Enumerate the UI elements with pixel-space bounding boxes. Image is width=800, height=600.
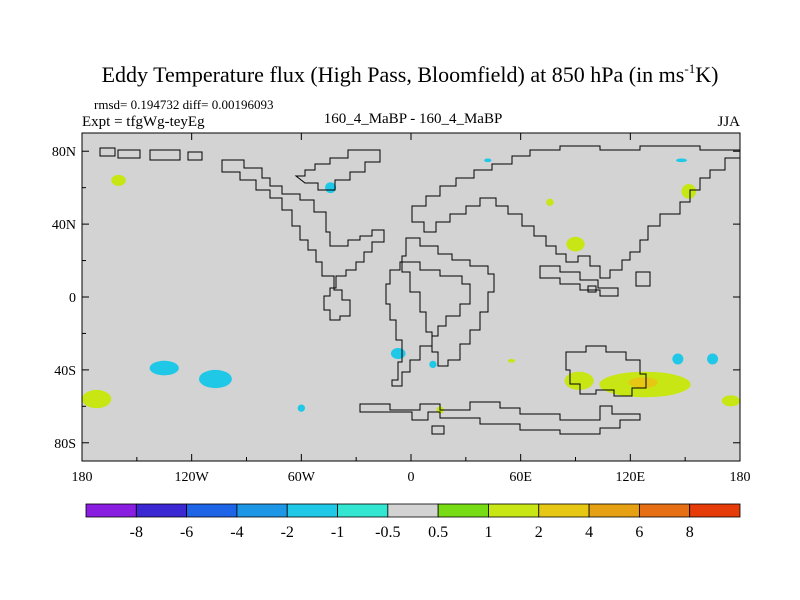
anomaly-patch: [672, 353, 684, 365]
coastline-eurasia: [411, 145, 740, 279]
colorbar-label: 0.5: [428, 524, 448, 541]
anomaly-patch: [676, 158, 687, 163]
coastline-arctic-islands: [99, 147, 203, 161]
colorbar-label: 6: [635, 524, 643, 541]
stats-line: rmsd= 0.194732 diff= 0.00196093: [94, 97, 273, 112]
colorbar: -8 -6 -4 -2 -1 -0.5 0.5 1 2 4 6 8: [85, 503, 741, 541]
right-label: JJA: [717, 114, 740, 130]
coastline-africa: [401, 237, 495, 367]
x-tick-label: 60W: [288, 470, 316, 485]
y-tick-label: 0: [69, 291, 76, 306]
map-background: [82, 133, 740, 461]
axes-layer: 180 120W 60W 0 60E 120E 180 80N 40N 0 40S 80S: [52, 133, 751, 485]
colorbar-swatch: [689, 503, 741, 518]
anomaly-patch: [390, 348, 406, 359]
coastline-greenland: [294, 149, 381, 191]
x-tick-label: 120W: [175, 470, 210, 485]
colorbar-swatch: [588, 503, 640, 518]
coastline-south-america: [385, 261, 471, 387]
coastline-north-america: [221, 159, 385, 321]
coastline-antarctica: [359, 401, 641, 435]
colorbar-label: 4: [585, 524, 593, 541]
x-tick-label: 60E: [509, 470, 532, 485]
chart-title: Eddy Temperature flux (High Pass, Bloomf…: [102, 61, 719, 87]
anomaly-patch: [149, 360, 179, 376]
coastlines: [99, 145, 740, 435]
coastline-southeast-asia: [539, 265, 651, 297]
anomaly-patch: [721, 395, 740, 407]
y-tick-label: 80S: [54, 437, 76, 452]
colorbar-swatch: [437, 503, 489, 518]
anomaly-patch: [297, 404, 305, 412]
anomaly-patch: [628, 377, 658, 389]
anomaly-patch: [564, 371, 594, 390]
anomaly-patch: [507, 358, 516, 363]
colorbar-swatch: [638, 503, 691, 518]
colorbar-label: -2: [281, 524, 294, 541]
colorbar-swatch: [337, 503, 389, 518]
anomaly-patch: [566, 236, 585, 252]
colorbar-swatch: [286, 503, 338, 518]
colorbar-label: -1: [331, 524, 344, 541]
colorbar-swatch: [85, 503, 137, 518]
anomaly-patch: [707, 353, 719, 365]
colorbar-swatch: [488, 503, 540, 518]
x-tick-label: 120E: [616, 470, 646, 485]
colorbar-label: -6: [180, 524, 193, 541]
anomaly-patch: [484, 158, 492, 163]
coastline-australia: [565, 345, 647, 397]
y-tick-label: 40S: [54, 364, 76, 379]
colorbar-swatch: [538, 503, 590, 518]
x-tick-label: 180: [730, 470, 751, 485]
anomaly-patch: [325, 182, 337, 194]
colorbar-swatch: [387, 503, 439, 518]
y-tick-label: 40N: [52, 218, 76, 233]
colorbar-label: -8: [130, 524, 143, 541]
colorbar-swatch: [186, 503, 238, 518]
colorbar-label: -4: [230, 524, 243, 541]
colorbar-label: 1: [484, 524, 492, 541]
anomaly-patch: [429, 360, 437, 369]
colorbar-swatch: [135, 503, 188, 518]
x-tick-label: 0: [408, 470, 415, 485]
anomaly-patch: [111, 174, 126, 186]
left-label: Expt = tfgWg-teyEg: [82, 114, 205, 130]
anomaly-patch: [198, 369, 232, 389]
anomaly-patch: [546, 198, 554, 206]
anomaly-patch: [681, 184, 697, 199]
anomaly-patch: [82, 389, 112, 409]
center-label: 160_4_MaBP - 160_4_MaBP: [324, 111, 503, 127]
colorbar-label: 8: [686, 524, 694, 541]
x-tick-label: 180: [72, 470, 93, 485]
y-tick-label: 80N: [52, 145, 76, 160]
colorbar-label: -0.5: [375, 524, 400, 541]
colorbar-swatch: [236, 503, 288, 518]
colorbar-label: 2: [535, 524, 543, 541]
